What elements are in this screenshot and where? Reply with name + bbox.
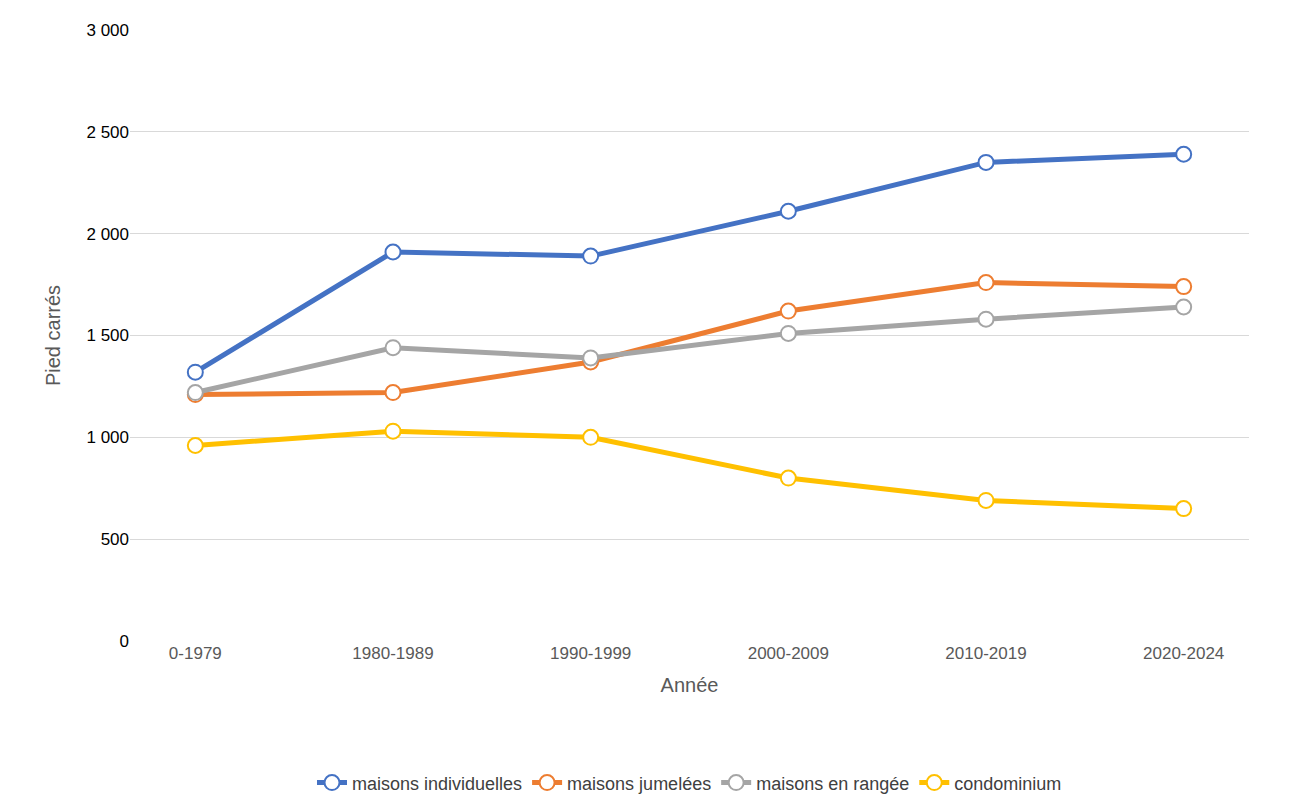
svg-text:2020-2024: 2020-2024 [1143, 644, 1224, 663]
svg-text:3 000: 3 000 [86, 21, 129, 40]
svg-text:500: 500 [101, 530, 129, 549]
svg-text:condominium: condominium [954, 774, 1061, 794]
svg-text:2 000: 2 000 [86, 225, 129, 244]
svg-text:0-1979: 0-1979 [169, 644, 222, 663]
svg-text:maisons en rangée: maisons en rangée [756, 774, 909, 794]
svg-text:2000-2009: 2000-2009 [748, 644, 829, 663]
svg-text:1 000: 1 000 [86, 428, 129, 447]
svg-text:2010-2019: 2010-2019 [945, 644, 1026, 663]
svg-text:Pied carrés: Pied carrés [42, 285, 64, 386]
svg-text:1990-1999: 1990-1999 [550, 644, 631, 663]
svg-text:Année: Année [661, 674, 719, 696]
svg-text:maisons individuelles: maisons individuelles [352, 774, 522, 794]
svg-text:2 500: 2 500 [86, 123, 129, 142]
svg-text:0: 0 [120, 632, 129, 651]
svg-text:1980-1989: 1980-1989 [352, 644, 433, 663]
svg-text:1 500: 1 500 [86, 326, 129, 345]
svg-text:maisons jumelées: maisons jumelées [567, 774, 711, 794]
